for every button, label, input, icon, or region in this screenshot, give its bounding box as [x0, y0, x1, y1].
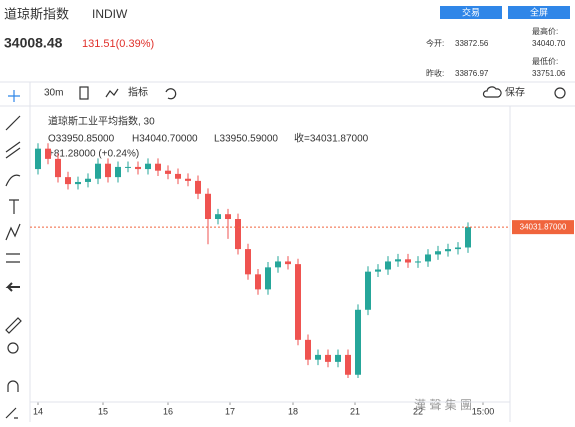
- candle-body: [125, 166, 131, 168]
- candle-body: [55, 158, 61, 178]
- x-tick-label: 21: [350, 406, 360, 416]
- indicators[interactable]: 指标: [128, 86, 148, 99]
- legend-low: L33950.59000: [214, 134, 278, 145]
- tool-icons[interactable]: [5, 90, 22, 419]
- candle-body: [175, 173, 181, 179]
- candle-body: [405, 259, 411, 263]
- change: 131.51(0.39%): [82, 38, 154, 50]
- stat-label: 最低价:: [532, 56, 558, 66]
- stat-label: 昨收:: [426, 68, 444, 78]
- stat-value: 33872.56: [455, 39, 489, 48]
- candle-body: [325, 354, 331, 362]
- stat-label: 今开:: [426, 38, 444, 48]
- price: 34008.48: [4, 35, 63, 51]
- title: 道琼斯指数: [4, 6, 69, 21]
- trade-label[interactable]: 交易: [462, 6, 480, 17]
- stat-label: 最高价:: [532, 26, 558, 36]
- plot: 道琼斯工业平均指数, 30 O33950.85000 H34040.70000 L33…: [30, 115, 574, 416]
- candle-body: [425, 254, 431, 262]
- settings-icon[interactable]: [554, 87, 566, 99]
- trade-button[interactable]: [440, 6, 502, 19]
- watermark: 漢 聲 集 團: [414, 397, 472, 412]
- x-tick-label: 18: [288, 406, 298, 416]
- fullscreen-label[interactable]: 全屏: [530, 6, 548, 17]
- code: INDIW: [92, 7, 128, 21]
- candle-body: [335, 354, 341, 362]
- candle-body: [345, 354, 351, 375]
- candle-body: [155, 163, 161, 171]
- candle-body: [315, 354, 321, 360]
- x-tick-label: 17: [225, 406, 235, 416]
- candle-body: [305, 339, 311, 360]
- candle-body: [275, 261, 281, 268]
- legend-high: H34040.70000: [132, 134, 198, 145]
- candle-body: [115, 166, 121, 178]
- x-tick-label: 15: [98, 406, 108, 416]
- candle-body: [75, 181, 81, 185]
- legend-close: 收=34031.87000: [294, 132, 369, 145]
- candle-body: [65, 177, 71, 185]
- candle-body: [435, 251, 441, 255]
- x-tick-label: 14: [33, 406, 43, 416]
- candle-body: [195, 180, 201, 194]
- indicator-icon[interactable]: [105, 88, 119, 98]
- stat-value: 34040.70: [532, 39, 566, 48]
- candle-body: [165, 170, 171, 174]
- x-tick-label: 15:00: [472, 406, 495, 416]
- candle-body: [245, 249, 251, 275]
- interval[interactable]: 30m: [44, 88, 63, 99]
- candle-icon[interactable]: [79, 86, 89, 100]
- candle-body: [465, 227, 471, 248]
- candle-body: [395, 259, 401, 262]
- candle-body: [225, 214, 231, 220]
- candle-body: [135, 166, 141, 170]
- candle-body: [355, 309, 361, 375]
- candle-body: [45, 148, 51, 159]
- candle-body: [365, 271, 371, 310]
- x-tick-label: 16: [163, 406, 173, 416]
- x-tick-label: 22: [413, 406, 423, 416]
- save[interactable]: 保存: [505, 86, 525, 99]
- candle-body: [455, 247, 461, 250]
- candle-body: [185, 178, 191, 181]
- candle-body: [205, 193, 211, 220]
- price-tag-label: 34031.87000: [520, 222, 567, 231]
- candle-body: [265, 267, 271, 290]
- stat-value: 33751.06: [532, 69, 566, 78]
- candle-body: [105, 163, 111, 178]
- candle-body: [445, 249, 451, 252]
- legend-change: +81.28000 (+0.24%): [48, 149, 139, 160]
- candle-body: [375, 269, 381, 272]
- candle-body: [285, 261, 291, 265]
- candle-body: [255, 274, 261, 290]
- cloud-icon[interactable]: [482, 86, 502, 98]
- candle-body: [385, 261, 391, 270]
- undo-icon[interactable]: [165, 88, 177, 100]
- price-tag: [512, 220, 574, 235]
- candle-body: [85, 178, 91, 182]
- candle-body: [95, 163, 101, 179]
- candle-body: [295, 264, 301, 340]
- stat-value: 33876.97: [455, 69, 489, 78]
- legend-open: O33950.85000: [48, 134, 115, 145]
- legend-name: 道琼斯工业平均指数, 30: [48, 115, 155, 128]
- candle-body: [235, 219, 241, 250]
- fullscreen-button[interactable]: [508, 6, 570, 19]
- candle-body: [145, 163, 151, 170]
- candle-body: [415, 261, 421, 263]
- candle-body: [35, 148, 41, 170]
- candle-body: [215, 214, 221, 220]
